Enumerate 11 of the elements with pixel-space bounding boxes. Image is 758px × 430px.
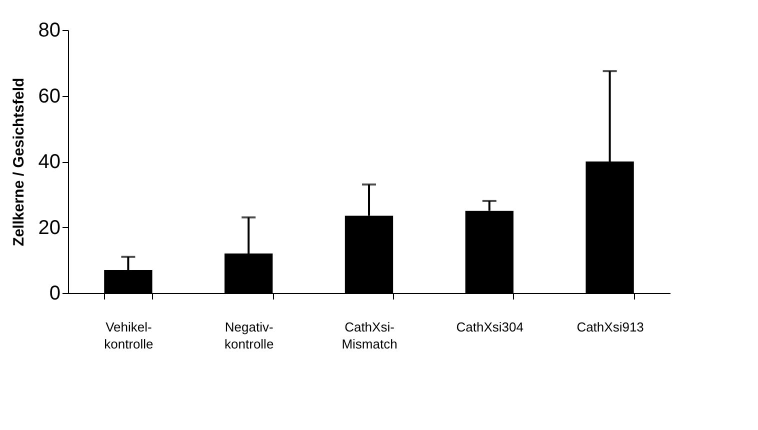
x-tick-label: CathXsi304 — [456, 320, 524, 334]
x-tick-label: CathXsi913 — [576, 320, 644, 334]
y-tick-label: 80 — [38, 20, 60, 42]
y-tick-label: 20 — [38, 216, 60, 239]
y-axis-title: Zellkerne / Gesichtsfeld — [10, 78, 28, 246]
x-tick-label: Vehikel- kontrolle — [104, 320, 154, 352]
y-tick-label: 0 — [49, 282, 60, 304]
y-tick-label: 40 — [38, 151, 60, 173]
x-tick-label: CathXsi- Mismatch — [342, 320, 398, 352]
x-tick-label: Negativ- kontrolle — [224, 320, 274, 352]
y-tick-label: 60 — [38, 85, 60, 108]
